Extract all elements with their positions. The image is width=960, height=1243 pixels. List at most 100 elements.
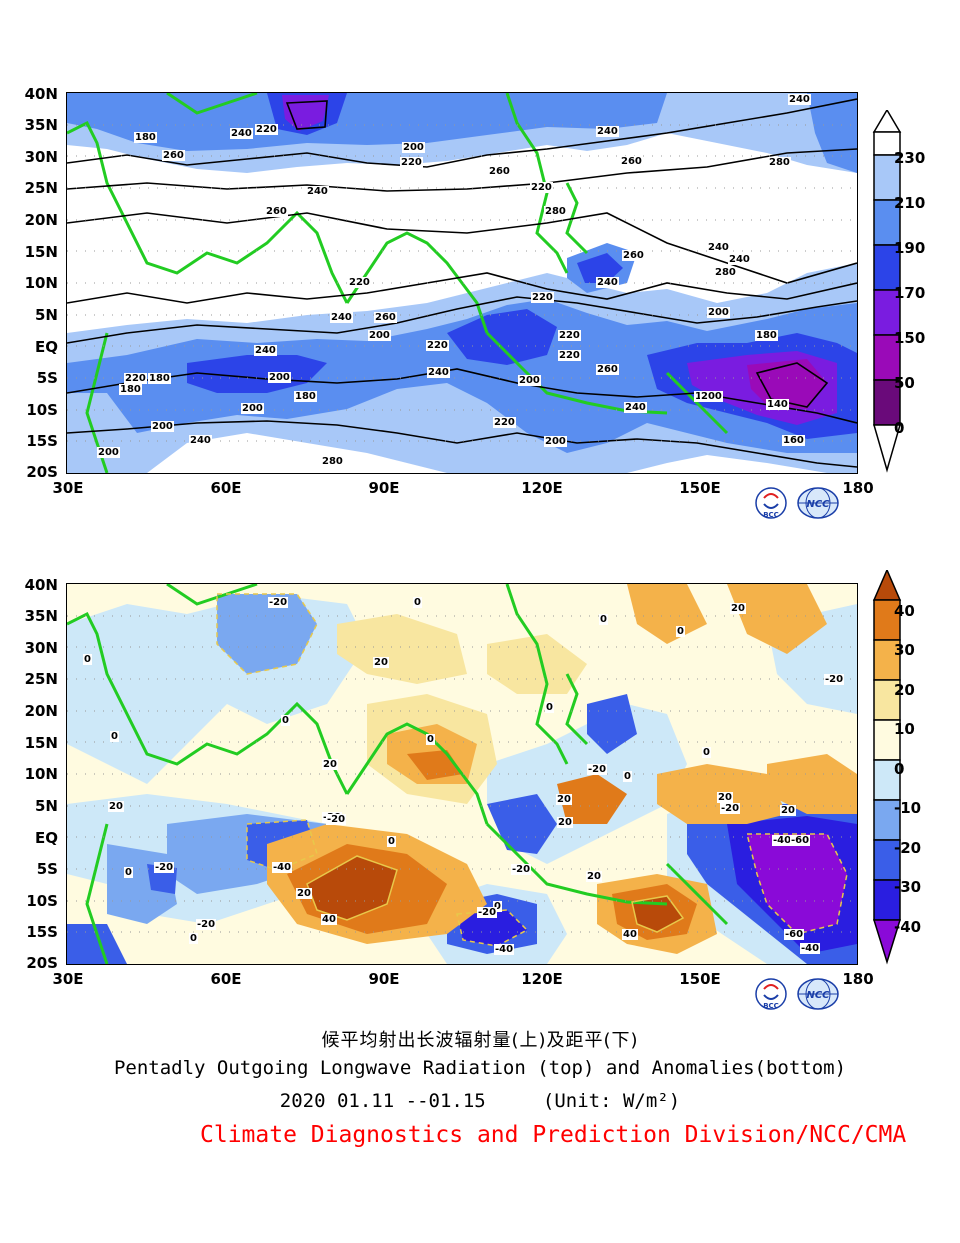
top-lat-label: 10S xyxy=(26,401,58,419)
top-lon-label: 90E xyxy=(368,479,400,497)
bottom-lon-label: 120E xyxy=(521,970,563,988)
contour-label: 20 xyxy=(586,871,602,882)
bottom-lat-label: 20S xyxy=(26,954,58,972)
bottom-colorbar-label: -10 xyxy=(894,799,922,817)
bottom-colorbar-label: 40 xyxy=(894,602,915,620)
contour-label: 0 xyxy=(83,654,92,665)
bottom-colorbar-label: 10 xyxy=(894,720,915,738)
top-lat-label: 20N xyxy=(24,211,58,229)
contour-label: 200 xyxy=(268,372,291,383)
contour-label: -60 xyxy=(784,929,805,940)
contour-label: 180 xyxy=(755,330,778,341)
contour-label: 280 xyxy=(321,456,344,467)
bottom-lon-label: 180 xyxy=(842,970,874,988)
contour-label: 0 xyxy=(189,933,198,944)
contour-label: 220 xyxy=(558,350,581,361)
bottom-colorbar-label: 0 xyxy=(894,760,905,778)
contour-label: 260 xyxy=(162,150,185,161)
contour-label: 220 xyxy=(530,182,553,193)
bottom-lat-label: 5S xyxy=(36,860,58,878)
bottom-lat-label: 25N xyxy=(24,670,58,688)
contour-label: 0 xyxy=(599,614,608,625)
contour-label: 200 xyxy=(241,403,264,414)
bottom-lat-label: 35N xyxy=(24,607,58,625)
bottom-lat-label: 40N xyxy=(24,576,58,594)
bottom-lat-label: 30N xyxy=(24,639,58,657)
contour-label: 220 xyxy=(255,124,278,135)
contour-label: 260 xyxy=(488,166,511,177)
caption-title-english: Pentadly Outgoing Longwave Radiation (to… xyxy=(113,1057,847,1079)
contour-label: -20 xyxy=(154,862,175,873)
ncc-logo-text: NCC xyxy=(806,499,830,510)
top-colorbar-label: 150 xyxy=(894,329,926,347)
bottom-lon-label: 90E xyxy=(368,970,400,988)
top-colorbar xyxy=(872,110,932,480)
contour-label: 20 xyxy=(780,805,796,816)
bottom-colorbar-label: 20 xyxy=(894,681,915,699)
contour-label: -20 xyxy=(477,907,498,918)
top-lat-label: 15N xyxy=(24,243,58,261)
contour-label: 0 xyxy=(281,715,290,726)
contour-label: 240 xyxy=(624,402,647,413)
caption-title-chinese: 候平均射出长波辐射量(上)及距平(下) xyxy=(321,1030,639,1051)
contour-label: 20 xyxy=(730,603,746,614)
contour-label: 240 xyxy=(230,128,253,139)
top-lon-label: 180 xyxy=(842,479,874,497)
contour-label: -20 xyxy=(196,919,217,930)
contour-label: 0 xyxy=(426,734,435,745)
contour-label: 20 xyxy=(717,792,733,803)
bottom-lat-label: 10N xyxy=(24,765,58,783)
contour-label: 240 xyxy=(596,277,619,288)
contour-label: 40 xyxy=(622,929,638,940)
top-colorbar-label: 170 xyxy=(894,284,926,302)
contour-label: 160 xyxy=(782,435,805,446)
bottom-lat-label: 15S xyxy=(26,923,58,941)
contour-label: 200 xyxy=(707,307,730,318)
bottom-lat-label: EQ xyxy=(35,829,58,847)
contour-label: 240 xyxy=(254,345,277,356)
contour-label: 240 xyxy=(728,254,751,265)
contour-label: 240 xyxy=(306,186,329,197)
contour-label: 220 xyxy=(426,340,449,351)
ncc-logo-graphic: NCC xyxy=(797,978,839,1010)
contour-label: 260 xyxy=(622,250,645,261)
contour-label: 0 xyxy=(110,731,119,742)
contour-label: 0 xyxy=(387,836,396,847)
top-lat-label: 35N xyxy=(24,116,58,134)
contour-label: -40 xyxy=(772,835,793,846)
bottom-lon-label: 60E xyxy=(210,970,242,988)
contour-label: 260 xyxy=(265,206,288,217)
bcc-logo-graphic: BCC xyxy=(755,978,787,1010)
olr-field xyxy=(67,93,857,473)
contour-label: 140 xyxy=(766,399,789,410)
contour-label: 0 xyxy=(702,747,711,758)
contour-label: 220 xyxy=(558,330,581,341)
contour-label: -20 xyxy=(511,864,532,875)
contour-label: 180 xyxy=(134,132,157,143)
bcc-logo-graphic: BCC xyxy=(755,487,787,519)
top-lat-label: EQ xyxy=(35,338,58,356)
contour-label: 0 xyxy=(493,901,502,912)
top-lat-label: 30N xyxy=(24,148,58,166)
bcc-logo-text: BCC xyxy=(763,511,779,519)
olr-anomaly-field xyxy=(67,584,857,964)
bottom-lon-label: 150E xyxy=(679,970,721,988)
contour-label: 200 xyxy=(700,391,723,402)
bottom-lon-label: 30E xyxy=(52,970,84,988)
contour-label: -60 xyxy=(790,835,811,846)
contour-label: 220 xyxy=(493,417,516,428)
contour-label: 220 xyxy=(124,373,147,384)
caption-organization: Climate Diagnostics and Prediction Divis… xyxy=(200,1122,907,1148)
contour-label: 180 xyxy=(148,373,171,384)
contour-label: 0 xyxy=(623,771,632,782)
contour-label: 220 xyxy=(531,292,554,303)
caption-date-unit: 2020 01.11 --01.15 (Unit: W/m²) xyxy=(0,1090,960,1112)
top-colorbar-label: 0 xyxy=(894,419,905,437)
contour-label: 240 xyxy=(189,435,212,446)
top-lat-label: 10N xyxy=(24,274,58,292)
contour-label: -20 xyxy=(824,674,845,685)
contour-label: 220 xyxy=(348,277,371,288)
top-colorbar-label: 210 xyxy=(894,194,926,212)
olr-map-top xyxy=(66,92,858,474)
contour-label: 240 xyxy=(788,94,811,105)
